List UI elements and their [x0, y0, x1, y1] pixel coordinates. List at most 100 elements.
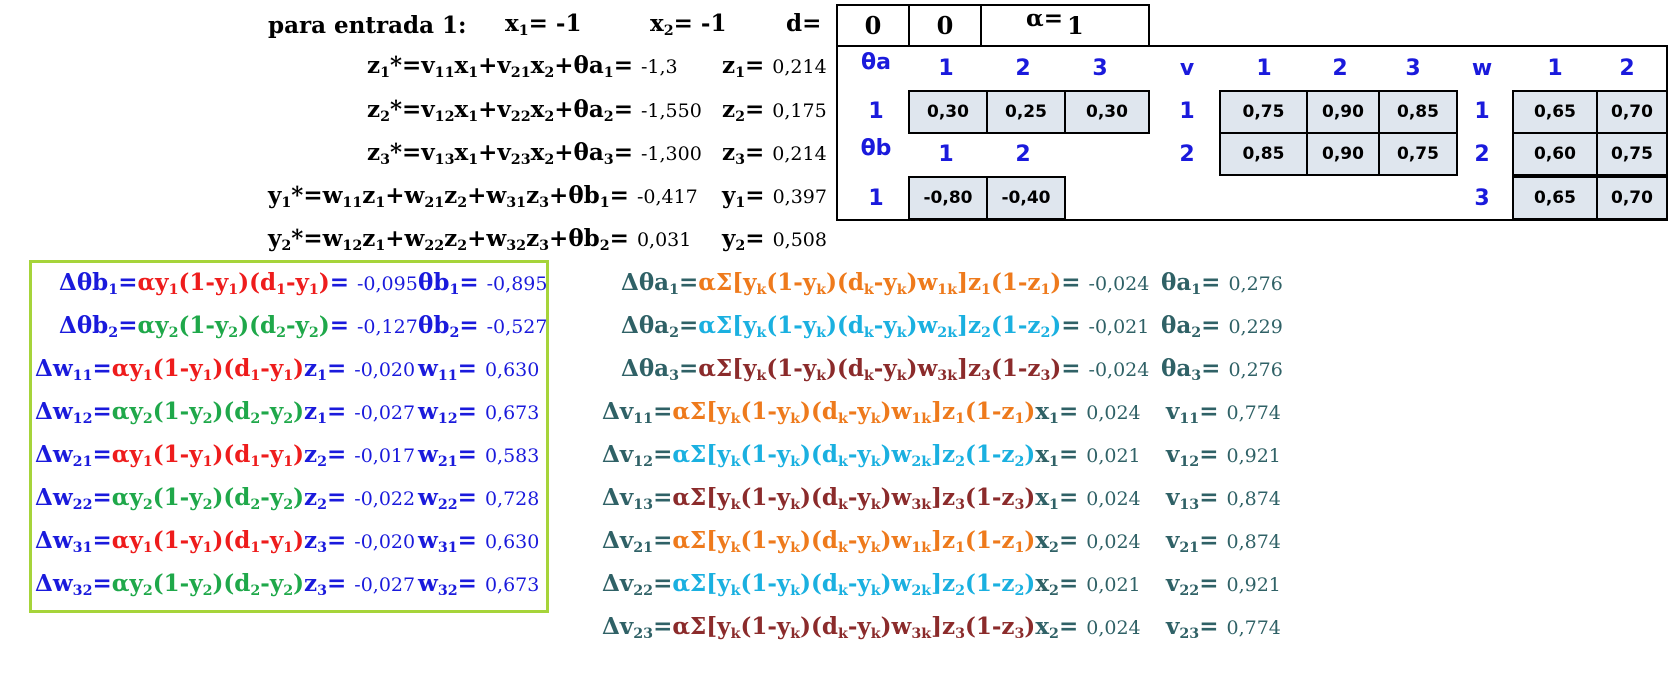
w-cell: 0,60: [1512, 132, 1598, 176]
d-w12-eq: Δw12=αy2(1-y2)(d2-y2)z1= -0,027: [35, 398, 416, 427]
theta-a1-value: 0,276: [1228, 273, 1283, 295]
d-theta-b2-value: -0,127: [357, 316, 418, 338]
v-cell: 0,90: [1306, 132, 1380, 176]
w-col-2: 2: [1619, 56, 1635, 81]
d-v13-value: 0,024: [1086, 488, 1141, 510]
theta-b-header: θb: [860, 136, 892, 161]
theta-a-cell: 0,30: [908, 90, 988, 134]
theta-a2-value: 0,229: [1228, 316, 1283, 338]
d-theta-a3-eq: Δθa3=αΣ[yk(1-yk)(dk-yk)w3k]z3(1-z3)= -0,…: [621, 355, 1150, 384]
alpha-cell: α= 1: [980, 4, 1150, 47]
v-col-3: 3: [1405, 56, 1421, 81]
d-v21-value: 0,024: [1086, 531, 1141, 553]
w-cell: 0,75: [1596, 132, 1668, 176]
z1-star-value: -1,3: [640, 56, 678, 78]
d-w11-value: -0,020: [354, 359, 416, 381]
w-header: w: [1471, 56, 1493, 81]
d-v23-value: 0,024: [1086, 617, 1141, 639]
d2-value: 0: [936, 11, 954, 40]
d-w22-value: -0,022: [354, 488, 416, 510]
theta-a-row-1: 1: [868, 99, 884, 124]
d-v21-eq: Δv21=αΣ[yk(1-yk)(dk-yk)w1k]z1(1-z1)x2= 0…: [602, 527, 1141, 556]
alpha-value: 1: [1066, 11, 1084, 40]
d-theta-a2-value: -0,021: [1088, 316, 1150, 338]
d1-value: 0: [864, 11, 882, 40]
v22-value: 0,921: [1226, 574, 1281, 596]
y2-eq: y2= 0,508: [722, 225, 827, 254]
w-col-1: 1: [1547, 56, 1563, 81]
v-cell: 0,75: [1378, 132, 1458, 176]
z2-star-value: -1,550: [640, 100, 702, 122]
x2-value: -1: [700, 10, 727, 37]
w11-new: w11= 0,630: [418, 355, 540, 384]
w-cell: 0,70: [1596, 90, 1668, 134]
w22-value: 0,728: [484, 488, 540, 510]
x1-label: x1= -1: [505, 10, 582, 39]
d-v12-eq: Δv12=αΣ[yk(1-yk)(dk-yk)w2k]z2(1-z2)x1= 0…: [602, 441, 1141, 470]
v11-value: 0,774: [1226, 402, 1281, 424]
theta-a3-new: θa3= 0,276: [1161, 355, 1283, 384]
v-cell: 0,90: [1306, 90, 1380, 134]
z3-eq: z3= 0,214: [722, 139, 827, 168]
v13-new: v13= 0,874: [1166, 484, 1281, 513]
d-w31-value: -0,020: [354, 531, 416, 553]
v12-value: 0,921: [1226, 445, 1281, 467]
d-theta-a3-value: -0,024: [1088, 359, 1150, 381]
d-theta-a1-value: -0,024: [1088, 273, 1150, 295]
w22-new: w22= 0,728: [418, 484, 540, 513]
theta-b2-value: -0,527: [486, 316, 548, 338]
theta-a-col-2: 2: [1015, 56, 1031, 81]
z1-value: 0,214: [772, 56, 827, 78]
z3-value: 0,214: [772, 143, 827, 165]
v12-new: v12= 0,921: [1166, 441, 1281, 470]
w-row-3: 3: [1474, 186, 1490, 211]
z3-star-eq: z3*=v13x1+v23x2+θa3= -1,300: [367, 139, 702, 168]
y1-star-eq: y1*=w11z1+w21z2+w31z3+θb1= -0,417: [268, 182, 698, 211]
d-theta-b1-eq: Δθb1=αy1(1-y1)(d1-y1)= -0,095: [59, 269, 418, 298]
d-theta-a1-eq: Δθa1=αΣ[yk(1-yk)(dk-yk)w1k]z1(1-z1)= -0,…: [621, 269, 1150, 298]
theta-a3-value: 0,276: [1228, 359, 1283, 381]
w21-value: 0,583: [484, 445, 540, 467]
y2-value: 0,508: [772, 229, 827, 251]
z1-star-eq: z1*=v11x1+v21x2+θa1= -1,3: [367, 52, 678, 81]
z1-eq: z1= 0,214: [722, 52, 827, 81]
theta-a-header: θa: [861, 50, 891, 75]
d2-cell: 0: [908, 4, 982, 47]
v-col-1: 1: [1256, 56, 1272, 81]
d-w22-eq: Δw22=αy2(1-y2)(d2-y2)z2= -0,022: [35, 484, 416, 513]
d-w11-eq: Δw11=αy1(1-y1)(d1-y1)z1= -0,020: [35, 355, 416, 384]
x2-label: x2= -1: [650, 10, 727, 39]
d-v13-eq: Δv13=αΣ[yk(1-yk)(dk-yk)w3k]z3(1-z3)x1= 0…: [602, 484, 1141, 513]
theta-b-col-1: 1: [938, 142, 954, 167]
theta-b-col-2: 2: [1015, 142, 1031, 167]
v-cell: 0,85: [1219, 132, 1308, 176]
w32-new: w32= 0,673: [418, 570, 540, 599]
theta-a-col-1: 1: [938, 56, 954, 81]
theta-b-row-1: 1: [868, 186, 884, 211]
v21-value: 0,874: [1226, 531, 1281, 553]
output-updates-box: [29, 260, 549, 613]
v13-value: 0,874: [1226, 488, 1281, 510]
z2-star-eq: z2*=v12x1+v22x2+θa2= -1,550: [367, 96, 702, 125]
theta-a-cell: 0,25: [986, 90, 1066, 134]
w32-value: 0,673: [484, 574, 540, 596]
v-cell: 0,85: [1378, 90, 1458, 134]
theta-a1-new: θa1= 0,276: [1161, 269, 1283, 298]
theta-b-cell: -0,40: [986, 176, 1066, 220]
z2-value: 0,175: [772, 100, 827, 122]
d-theta-b1-value: -0,095: [357, 273, 418, 295]
d-v11-value: 0,024: [1086, 402, 1141, 424]
w-cell: 0,70: [1596, 176, 1668, 220]
d-w32-value: -0,027: [354, 574, 416, 596]
w11-value: 0,630: [484, 359, 540, 381]
z2-eq: z2= 0,175: [722, 96, 827, 125]
d-label: d=: [786, 10, 822, 37]
v21-new: v21= 0,874: [1166, 527, 1281, 556]
w31-value: 0,630: [484, 531, 540, 553]
theta-b1-new: θb1= -0,895: [418, 269, 548, 298]
v11-new: v11= 0,774: [1166, 398, 1281, 427]
d-w31-eq: Δw31=αy1(1-y1)(d1-y1)z3= -0,020: [35, 527, 416, 556]
y1-star-value: -0,417: [636, 186, 698, 208]
d-theta-a2-eq: Δθa2=αΣ[yk(1-yk)(dk-yk)w2k]z2(1-z2)= -0,…: [621, 312, 1150, 341]
d-w21-value: -0,017: [354, 445, 416, 467]
